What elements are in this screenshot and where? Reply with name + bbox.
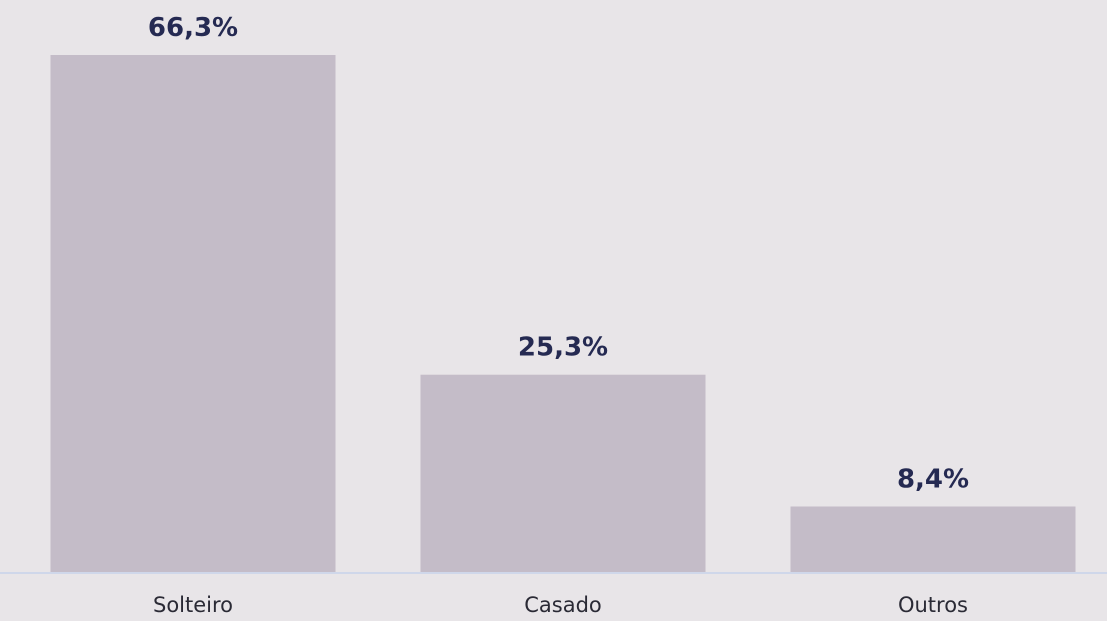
bar-outros <box>790 506 1076 572</box>
value-label-outros: 8,4% <box>897 464 969 494</box>
bar-casado <box>420 374 706 572</box>
category-label-outros: Outros <box>898 593 968 617</box>
labels-group: 66,3% Solteiro 25,3% Casado 8,4% Outros <box>148 13 969 617</box>
category-label-casado: Casado <box>524 593 602 617</box>
bars-group <box>50 55 1076 572</box>
category-label-solteiro: Solteiro <box>153 593 233 617</box>
value-label-casado: 25,3% <box>518 333 608 363</box>
bar-solteiro <box>50 55 336 572</box>
value-label-solteiro: 66,3% <box>148 13 238 43</box>
